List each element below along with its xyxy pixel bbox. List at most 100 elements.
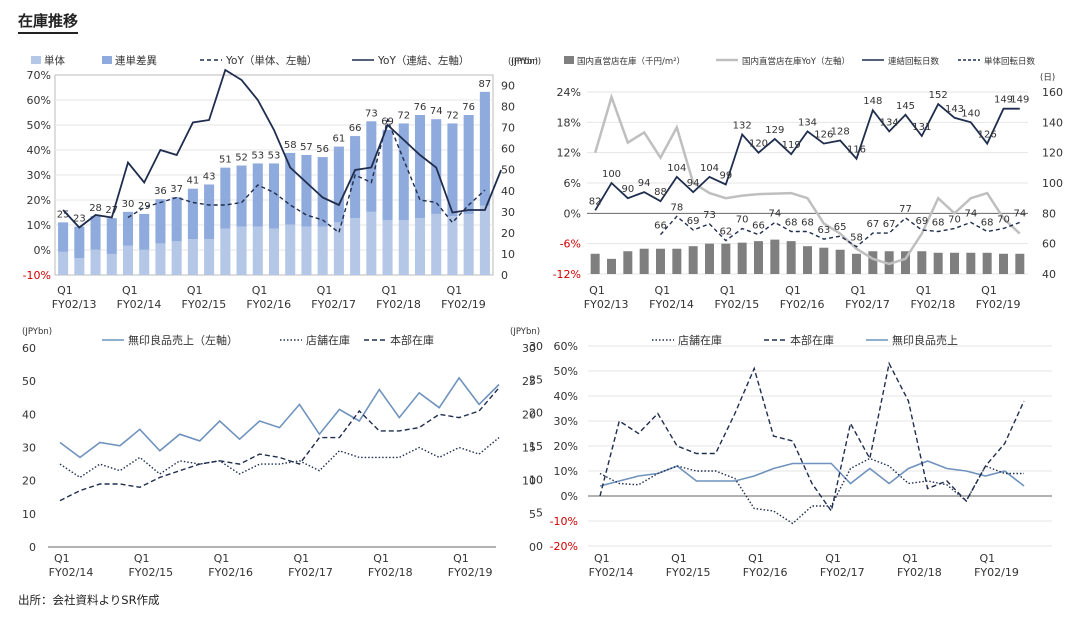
chart1-data-label: 27 [105, 205, 118, 216]
chart2-right-unit: (日) [1040, 73, 1055, 83]
chart2-left-tick: 0% [564, 207, 581, 220]
chart2-xtick-q: Q1 [981, 284, 997, 297]
chart2-xtick-fy: FY02/14 [649, 298, 694, 311]
chart1-data-label: 28 [89, 203, 102, 214]
chart2-left-tick: -6% [560, 238, 581, 251]
chart1-bar-standalone [236, 226, 247, 275]
chart1-right-tick: 50 [501, 164, 515, 177]
chart2-standalone-label: 63 [817, 225, 830, 236]
chart2-bar-store-inventory [901, 251, 910, 274]
chart2-xtick-fy: FY02/18 [910, 298, 955, 311]
chart1-left-tick: 60% [27, 94, 51, 107]
chart1-series-yoy-standalone [127, 117, 486, 234]
chart4-right-tick: -10% [550, 515, 578, 528]
chart1-bar-diff [398, 123, 409, 221]
chart1-data-label: 25 [57, 209, 70, 220]
chart1-left-tick: 30% [27, 169, 51, 182]
chart1-legend-swatch [102, 56, 112, 64]
chart2-bar-store-inventory [1015, 253, 1025, 274]
chart1-bar-standalone [204, 239, 215, 275]
chart2-right-tick: 140 [1042, 116, 1063, 129]
chart1-data-label: 74 [430, 106, 443, 117]
chart2-consolidated-label: 104 [700, 163, 719, 174]
chart4-legend-label: 店舗在庫 [678, 333, 722, 347]
chart2-left-tick: 18% [557, 116, 581, 129]
chart2-consolidated-label: 88 [654, 187, 667, 198]
chart3-xtick-q: Q1 [214, 552, 230, 565]
chart2-standalone-label: 69 [915, 216, 928, 227]
chart2-bar-store-inventory [917, 251, 927, 274]
chart3-left-tick: 60 [22, 342, 36, 355]
chart2-left-tick: -12% [553, 268, 581, 281]
chart1-data-label: 56 [316, 144, 329, 155]
chart2-consolidated-label: 82 [589, 196, 602, 207]
chart4-xtick-q: Q1 [902, 552, 918, 565]
chart2-standalone-label: 67 [883, 219, 896, 230]
chart1-bar-standalone [74, 258, 85, 275]
chart3-right-tick: 10 [522, 475, 536, 488]
chart4-xtick-q: Q1 [594, 552, 610, 565]
chart3-xtick-fy: FY02/16 [208, 566, 253, 579]
chart2-consolidated-label: 129 [765, 125, 784, 136]
chart4-right-tick: 0% [561, 490, 578, 503]
chart4-left-tick: 25 [529, 373, 543, 386]
chart3-right-tick: 15 [522, 442, 536, 455]
chart4-xtick-q: Q1 [671, 552, 687, 565]
chart2-bar-store-inventory [623, 251, 633, 274]
chart1-bar-standalone [139, 249, 150, 275]
chart1-right-tick: 70 [501, 122, 515, 135]
chart3-right-tick: 5 [529, 508, 536, 521]
chart3-xtick-q: Q1 [453, 552, 469, 565]
chart2-consolidated-label: 140 [961, 108, 980, 119]
chart1-xtick-fy: FY02/16 [246, 298, 291, 311]
chart2-consolidated-label: 132 [733, 120, 752, 131]
chart4-right-tick: 40% [554, 390, 578, 403]
chart1-legend-label: YoY（連結、左軸） [377, 54, 469, 67]
chart1-xtick-fy: FY02/15 [182, 298, 227, 311]
chart2-standalone-label: 74 [964, 208, 977, 219]
chart1-xtick-q: Q1 [446, 284, 462, 297]
chart1-bar-standalone [252, 226, 263, 275]
chart4-xtick-fy: FY02/18 [897, 566, 942, 579]
chart1-bar-diff [382, 129, 393, 221]
chart1-data-label: 41 [187, 176, 200, 187]
chart1-right-tick: 40 [501, 185, 515, 198]
chart2-xtick-fy: FY02/19 [976, 298, 1021, 311]
chart2-standalone-label: 68 [932, 218, 945, 229]
chart1-bar-diff [333, 146, 344, 223]
chart2-bar-store-inventory [607, 258, 616, 274]
chart4-right-tick: 30% [554, 415, 578, 428]
chart1-bar-diff [171, 197, 182, 242]
chart1-bar-standalone [414, 218, 426, 275]
chart1-data-label: 76 [462, 102, 475, 113]
chart2-standalone-label: 66 [654, 221, 667, 232]
chart3-xtick-q: Q1 [293, 552, 309, 565]
chart1-xtick-fy: FY02/14 [117, 298, 162, 311]
chart3-left-tick: 40 [22, 408, 36, 421]
chart1-bar-diff [317, 157, 328, 227]
chart1-xtick-fy: FY02/13 [52, 298, 97, 311]
chart2-standalone-label: 66 [752, 221, 765, 232]
chart1-data-label: 52 [235, 153, 248, 164]
chart1-data-label: 30 [122, 199, 135, 210]
chart1-data-label: 87 [479, 79, 492, 90]
chart2-bar-store-inventory [754, 241, 763, 274]
chart2-bar-store-inventory [770, 239, 780, 274]
chart2-consolidated-label: 148 [863, 96, 882, 107]
chart1-bar-standalone [382, 220, 393, 275]
chart4-left-tick: 10 [529, 473, 543, 486]
chart1-data-label: 72 [397, 110, 410, 121]
chart2-standalone-label: 70 [948, 215, 961, 226]
chart1-bar-diff [220, 167, 231, 229]
chart2-standalone-label: 68 [981, 218, 994, 229]
chart1-bar-diff [447, 123, 458, 217]
chart4-xtick-fy: FY02/15 [666, 566, 711, 579]
chart1-data-label: 23 [73, 214, 86, 225]
chart2-xtick-fy: FY02/16 [780, 298, 825, 311]
chart1-bar-standalone [463, 213, 474, 275]
chart1-bar-diff [74, 226, 85, 259]
chart1-bar-standalone [431, 213, 442, 275]
chart2-bar-store-inventory [786, 241, 796, 274]
chart1-xtick-q: Q1 [57, 284, 73, 297]
chart1-xtick-q: Q1 [382, 284, 398, 297]
